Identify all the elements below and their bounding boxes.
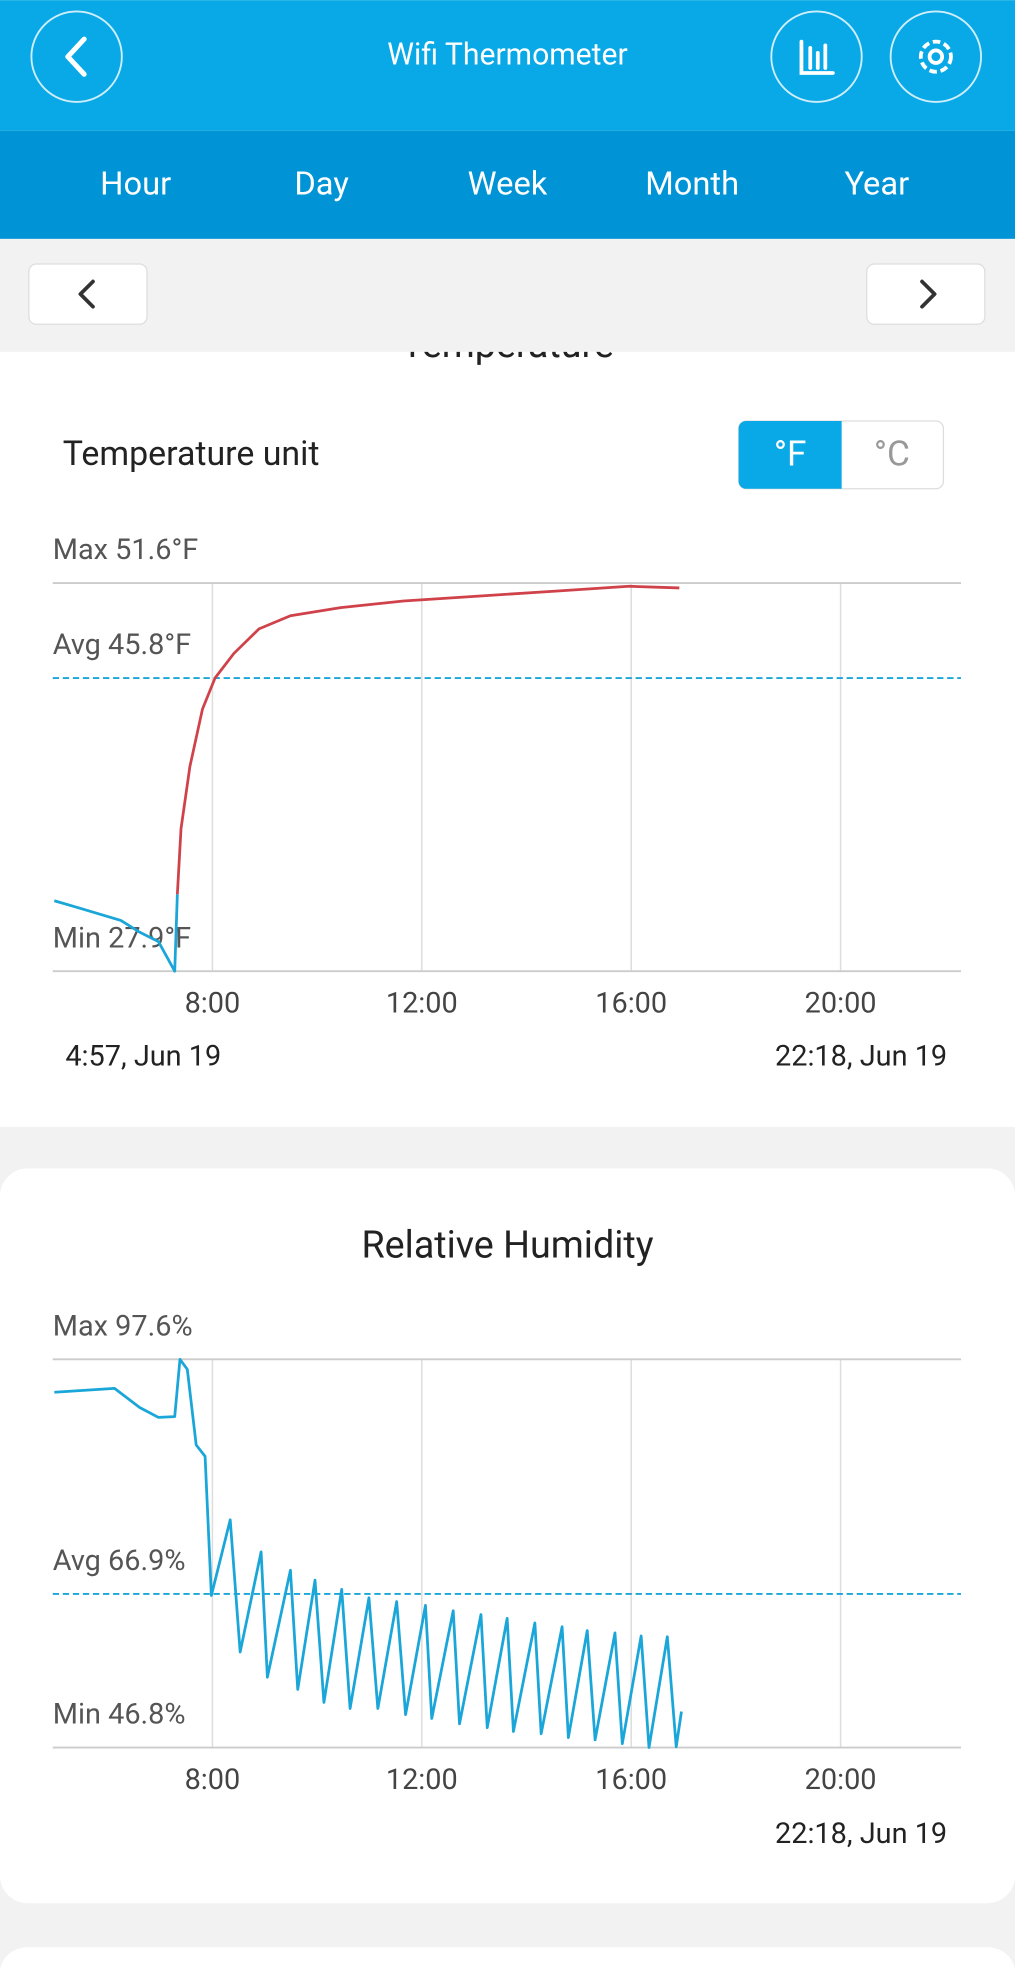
end-label: 22:18, Jun 19 (775, 1039, 947, 1073)
chart-button[interactable] (770, 10, 863, 103)
tab-bar (0, 130, 1015, 239)
tab[interactable]: Year (844, 165, 909, 203)
x-tick-label: 16:00 (595, 987, 667, 1021)
x-tick-label: 12:00 (386, 1763, 458, 1797)
reference-label: Min 27.9°F (53, 921, 191, 955)
reference-label: Avg 66.9% (53, 1544, 186, 1578)
x-tick-label: 12:00 (386, 987, 458, 1021)
reference-label: Avg 45.8°F (53, 628, 191, 662)
start-label: 4:57, Jun 19 (65, 1039, 221, 1073)
unit-label: Temperature unit (63, 435, 320, 474)
x-tick-label: 20:00 (805, 1763, 877, 1797)
tab[interactable]: Month (645, 165, 739, 203)
reference-label: Max 97.6% (53, 1310, 193, 1344)
reference-label: Min 46.8% (53, 1698, 186, 1732)
tab[interactable]: Day (294, 165, 349, 203)
reference-label: Max 51.6°F (53, 533, 198, 567)
next-card (0, 1947, 1015, 1970)
settings-button[interactable] (889, 10, 983, 103)
tab[interactable]: Hour (100, 165, 171, 203)
back-button[interactable] (30, 10, 123, 103)
tab[interactable]: Week (468, 165, 548, 203)
x-tick-label: 8:00 (185, 1763, 241, 1797)
data-line (54, 1357, 683, 1749)
x-tick-label: 8:00 (185, 987, 241, 1021)
prev-button[interactable] (28, 263, 148, 325)
unit-option[interactable]: °F (774, 432, 807, 474)
chart-title: Relative Humidity (361, 1223, 653, 1267)
app-title: Wifi Thermometer (387, 38, 627, 73)
chart-title: Temperature (401, 323, 614, 367)
next-button[interactable] (866, 263, 986, 325)
end-label: 22:18, Jun 19 (775, 1817, 947, 1851)
data-line (53, 894, 179, 973)
chart: Temperature 8:00 12:00 16:00 20:00 Max 51.6°F… (53, 323, 961, 1073)
x-tick-label: 20:00 (805, 987, 877, 1021)
unit-option[interactable]: °C (874, 432, 910, 474)
x-tick-label: 16:00 (595, 1763, 667, 1797)
unit-toggle[interactable] (738, 420, 945, 490)
chart: Relative Humidity 8:00 12:00 16:00 20:00 Max … (53, 1223, 961, 1851)
humidity-card (0, 1168, 1015, 1904)
data-line (175, 584, 680, 895)
